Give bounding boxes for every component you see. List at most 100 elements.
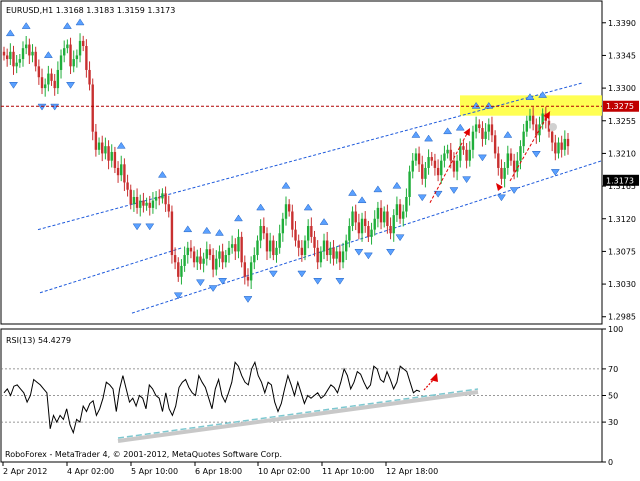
candle-body: [50, 73, 53, 81]
fractal-down-arrow: [132, 223, 142, 231]
fractal-up-arrow: [183, 225, 193, 233]
rsi-trendline-shadow: [117, 390, 479, 443]
candle-body: [519, 146, 522, 161]
current-price-tag: 1.3173: [603, 174, 639, 186]
fractal-up-arrow: [484, 101, 494, 109]
candle-body: [452, 160, 456, 172]
fractal-up-arrow: [443, 127, 453, 135]
candle-body: [9, 51, 12, 60]
candle-body: [154, 196, 158, 201]
candle-body: [177, 262, 180, 277]
candle-body: [120, 164, 123, 176]
x-tick-label: 12 Apr 18:00: [386, 467, 438, 476]
candle-body: [123, 164, 126, 183]
candle-body: [348, 226, 351, 241]
fractal-up-arrow: [525, 93, 535, 100]
candle-body: [205, 249, 208, 259]
candle-body: [53, 80, 56, 89]
candle-body: [376, 207, 380, 219]
candle-body: [28, 44, 31, 56]
candle-body: [126, 182, 129, 190]
candle-body: [170, 211, 174, 256]
candle-body: [329, 247, 332, 256]
candle-body: [43, 84, 47, 89]
candle-body: [246, 276, 250, 281]
candle-body: [91, 84, 94, 132]
candle-body: [75, 55, 79, 60]
candle-body: [259, 226, 262, 241]
candle-body: [335, 251, 338, 259]
candle-body: [173, 255, 177, 263]
candle-body: [135, 196, 139, 208]
candle-body: [557, 142, 560, 154]
candle-body: [158, 196, 161, 199]
candle-body: [398, 204, 402, 219]
candle-body: [2, 51, 6, 56]
candle-body: [186, 247, 189, 256]
candle-body: [268, 240, 272, 252]
candle-body: [503, 167, 506, 179]
candle-body: [253, 255, 256, 263]
y-tick-label: 1.3255: [608, 117, 636, 126]
candle-body: [189, 247, 193, 252]
y-tick-label: 1.3030: [608, 280, 636, 289]
resistance-zone-box: [460, 95, 602, 116]
candle-body: [351, 211, 354, 227]
candle-body: [218, 251, 221, 259]
rsi-panel: 100 70 50 30 0 RSI(13) 54.4279 RoboForex - M…: [0, 325, 623, 467]
candle-body: [164, 193, 167, 205]
fractal-up-arrow: [373, 185, 383, 193]
candle-body: [148, 202, 151, 208]
candle-body: [484, 131, 487, 139]
fractal-down-arrow: [449, 187, 459, 194]
rsi-arrow-shaft: [423, 377, 436, 391]
y-tick-label: 1.3120: [608, 215, 636, 224]
candle-body: [424, 167, 427, 179]
candle-body: [427, 157, 430, 168]
fractal-down-arrow: [550, 169, 560, 176]
x-tick-label: 6 Apr 18:00: [195, 467, 242, 476]
fractal-down-arrow: [477, 154, 487, 162]
x-tick-label: 4 Apr 02:00: [67, 467, 114, 476]
candle-body: [541, 113, 544, 125]
candle-body: [69, 44, 72, 67]
candle-body: [383, 211, 386, 223]
candle-body: [516, 160, 519, 172]
candle-body: [21, 48, 25, 60]
current-price-tag-bg: [603, 174, 639, 186]
candle-body: [94, 131, 98, 150]
candle-body: [322, 240, 326, 252]
candle-body: [291, 211, 294, 230]
candle-body: [265, 233, 269, 252]
candle-body: [509, 153, 513, 161]
candle-body: [550, 131, 554, 143]
swing-low-marker: [496, 183, 503, 191]
candle-body: [47, 73, 50, 85]
y-tick-label: 1.3210: [608, 149, 636, 158]
rsi-trendline: [117, 388, 479, 443]
fractal-down-arrow: [37, 103, 47, 111]
fractal-up-arrow: [62, 22, 72, 29]
candle-body: [411, 160, 414, 172]
candle-body: [129, 189, 132, 205]
candle-body: [183, 255, 186, 266]
rsi-trendline-line: [117, 388, 479, 439]
channel-upper-line: [37, 82, 583, 231]
rsi-arrow-head: [430, 373, 438, 382]
y-tick-label: 1.3165: [608, 182, 636, 191]
candle-body: [202, 258, 205, 264]
fractal-up-arrow: [319, 218, 329, 225]
fractal-down-arrow: [363, 252, 373, 260]
y-tick-label: 1.3390: [608, 19, 636, 28]
fractal-down-arrow: [268, 270, 278, 278]
candle-body: [221, 251, 224, 263]
candle-body: [370, 229, 373, 237]
candle-body: [142, 200, 145, 206]
x-tick-label: 10 Apr 02:00: [258, 467, 310, 476]
fractal-up-arrow: [234, 214, 243, 222]
fractal-up-arrow: [202, 226, 212, 234]
fractal-down-arrow: [195, 279, 205, 287]
footer-copyright: RoboForex - MetaTrader 4, © 2001-2012, M…: [5, 450, 282, 459]
candle-body: [373, 218, 376, 230]
